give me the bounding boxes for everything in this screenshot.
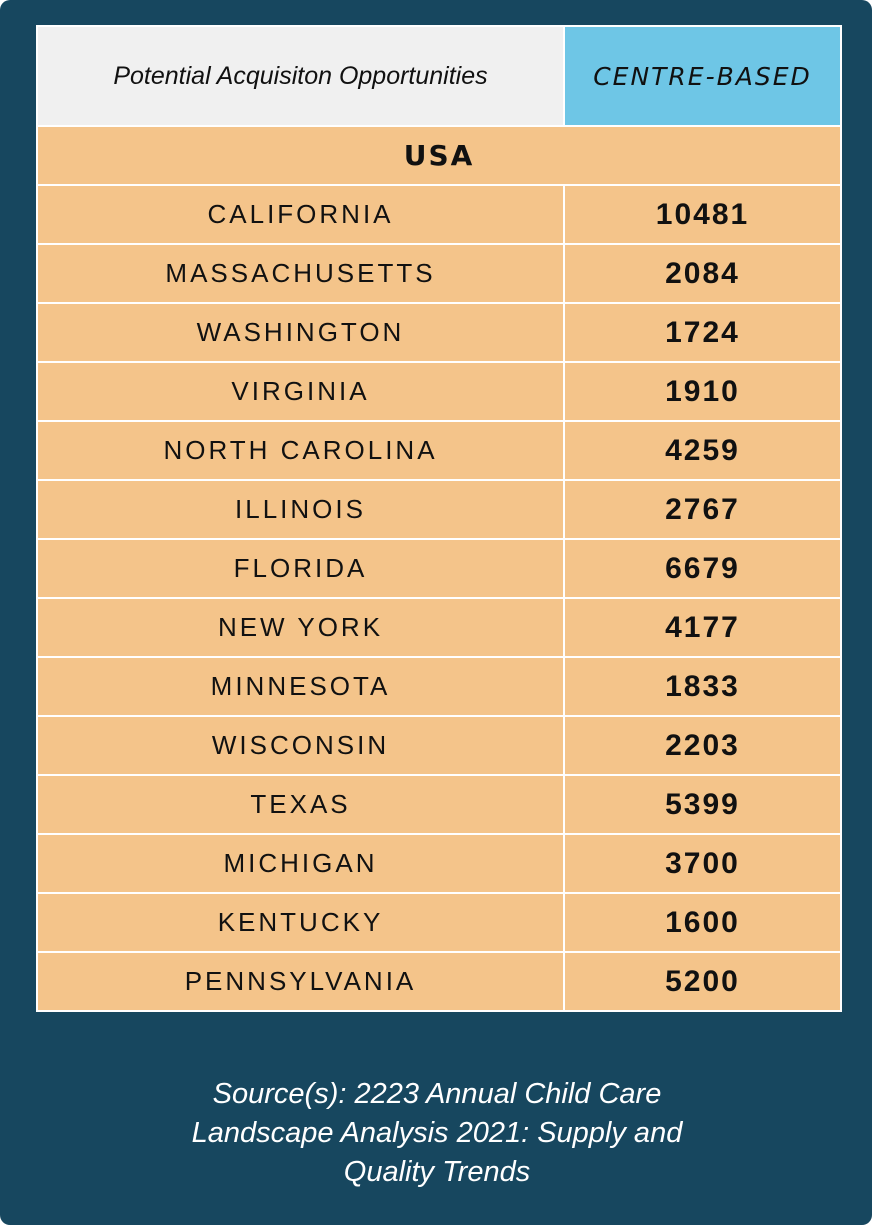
count: 2084 xyxy=(563,243,842,304)
region-row: USA xyxy=(36,125,842,186)
count: 4259 xyxy=(563,420,842,481)
table-row: NORTH CAROLINA 4259 xyxy=(36,420,842,481)
state-name: VIRGINIA xyxy=(36,361,565,422)
table-row: NEW YORK 4177 xyxy=(36,597,842,658)
count: 5200 xyxy=(563,951,842,1012)
region-label: USA xyxy=(36,125,842,186)
table-row: FLORIDA 6679 xyxy=(36,538,842,599)
state-name: NORTH CAROLINA xyxy=(36,420,565,481)
table-row: WISCONSIN 2203 xyxy=(36,715,842,776)
state-name: WASHINGTON xyxy=(36,302,565,363)
count: 4177 xyxy=(563,597,842,658)
table-row: MINNESOTA 1833 xyxy=(36,656,842,717)
table-row: MICHIGAN 3700 xyxy=(36,833,842,894)
state-name: CALIFORNIA xyxy=(36,184,565,245)
source-note: Source(s): 2223 Annual Child Care Landsc… xyxy=(191,1078,683,1188)
count: 3700 xyxy=(563,833,842,894)
table-title: Potential Acquisiton Opportunities xyxy=(36,25,565,127)
table-row: KENTUCKY 1600 xyxy=(36,892,842,953)
table-row: PENNSYLVANIA 5200 xyxy=(36,951,842,1012)
count: 2203 xyxy=(563,715,842,776)
header-row: Potential Acquisiton Opportunities CENTR… xyxy=(36,25,842,127)
state-name: FLORIDA xyxy=(36,538,565,599)
count: 1600 xyxy=(563,892,842,953)
column-header: CENTRE-BASED xyxy=(563,25,842,127)
table-row: WASHINGTON 1724 xyxy=(36,302,842,363)
count: 1833 xyxy=(563,656,842,717)
state-name: PENNSYLVANIA xyxy=(36,951,565,1012)
table-row: MASSACHUSETTS 2084 xyxy=(36,243,842,304)
table-row: TEXAS 5399 xyxy=(36,774,842,835)
state-name: ILLINOIS xyxy=(36,479,565,540)
count: 5399 xyxy=(563,774,842,835)
state-name: MICHIGAN xyxy=(36,833,565,894)
count: 1910 xyxy=(563,361,842,422)
state-name: KENTUCKY xyxy=(36,892,565,953)
table-row: ILLINOIS 2767 xyxy=(36,479,842,540)
data-table: Potential Acquisiton Opportunities CENTR… xyxy=(36,25,842,1012)
state-name: MASSACHUSETTS xyxy=(36,243,565,304)
state-name: TEXAS xyxy=(36,774,565,835)
state-name: MINNESOTA xyxy=(36,656,565,717)
count: 1724 xyxy=(563,302,842,363)
count: 6679 xyxy=(563,538,842,599)
state-name: WISCONSIN xyxy=(36,715,565,776)
table-row: CALIFORNIA 10481 xyxy=(36,184,842,245)
state-name: NEW YORK xyxy=(36,597,565,658)
table-row: VIRGINIA 1910 xyxy=(36,361,842,422)
count: 10481 xyxy=(563,184,842,245)
count: 2767 xyxy=(563,479,842,540)
